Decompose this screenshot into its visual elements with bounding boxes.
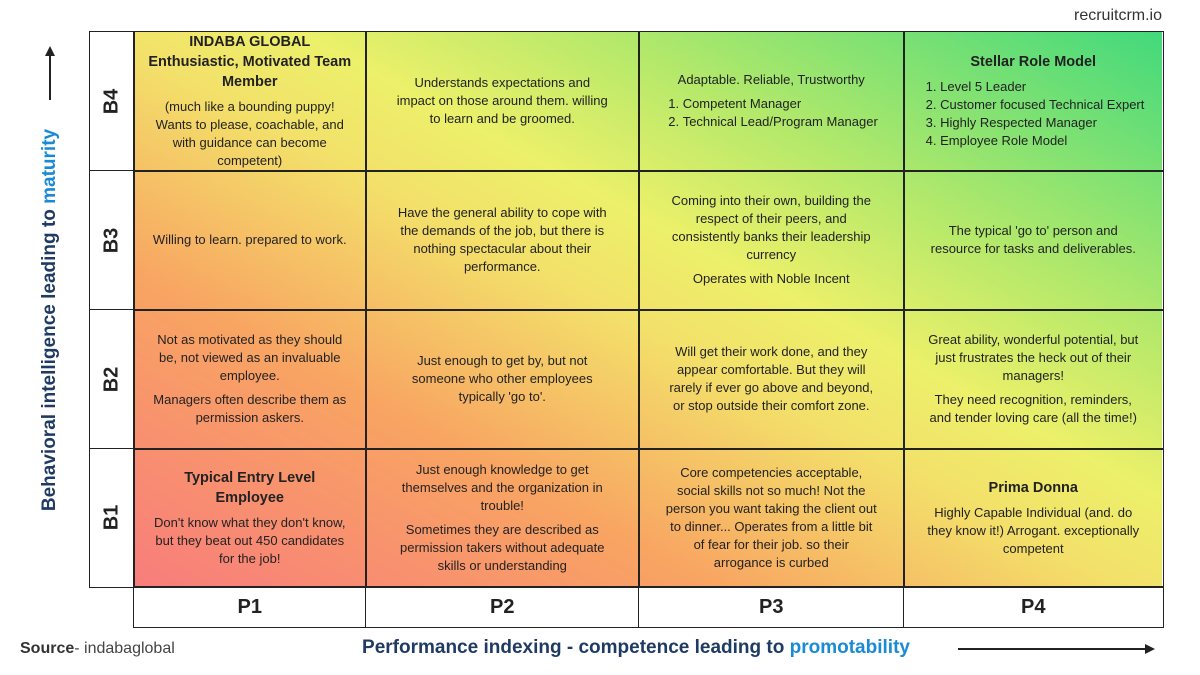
cell-content: Just enough knowledge to get themselves … bbox=[395, 461, 610, 575]
y-arrow-head bbox=[45, 46, 55, 56]
row-label-text: B1 bbox=[100, 504, 123, 531]
cell: Core competencies acceptable, social ski… bbox=[638, 448, 905, 588]
cell-content: Great ability, wonderful potential, but … bbox=[926, 331, 1141, 427]
row-label: B1 bbox=[89, 448, 135, 588]
cell-content: Have the general ability to cope with th… bbox=[395, 204, 610, 276]
row-label: B4 bbox=[89, 31, 135, 172]
cell-content: Adaptable. Reliable, Trustworthy Competen… bbox=[665, 71, 878, 131]
y-axis-text: Behavioral intelligence leading to bbox=[39, 203, 60, 512]
cell-text: Don't know what they don't know, but the… bbox=[154, 514, 346, 566]
matrix bbox=[133, 31, 1162, 586]
cell-content: Core competencies acceptable, social ski… bbox=[664, 464, 879, 572]
cell: Coming into their own, building the resp… bbox=[638, 170, 905, 311]
row-label: B2 bbox=[89, 309, 135, 450]
column-label: P1 bbox=[133, 586, 367, 628]
cell: Typical Entry Level Employee Don't know w… bbox=[133, 448, 367, 588]
cell: The typical 'go to' person and resource … bbox=[903, 170, 1164, 311]
row-label: B3 bbox=[89, 170, 135, 311]
cell: Stellar Role Model Level 5 LeaderCustomer… bbox=[903, 31, 1164, 172]
row-label-text: B2 bbox=[100, 366, 123, 393]
cell-text: They need recognition, reminders, and te… bbox=[929, 392, 1137, 426]
cell-text: Understands expectations and impact on t… bbox=[396, 75, 608, 127]
row-label-text: B4 bbox=[100, 88, 123, 115]
cell-text: Sometimes they are described as permissi… bbox=[399, 521, 605, 573]
cell: Prima Donna Highly Capable Individual (an… bbox=[903, 448, 1164, 588]
cell: Just enough to get by, but not someone w… bbox=[365, 309, 640, 450]
cell: Great ability, wonderful potential, but … bbox=[903, 309, 1164, 450]
cell-list-item: Technical Lead/Program Manager bbox=[683, 113, 878, 131]
cell-text: Great ability, wonderful potential, but … bbox=[928, 332, 1139, 384]
cell-content: Prima Donna Highly Capable Individual (an… bbox=[926, 478, 1141, 558]
column-label: P4 bbox=[903, 586, 1164, 628]
cell-text: Adaptable. Reliable, Trustworthy bbox=[677, 72, 865, 88]
cell: Adaptable. Reliable, Trustworthy Competen… bbox=[638, 31, 905, 172]
column-label: P3 bbox=[638, 586, 905, 628]
cell-content: Stellar Role Model Level 5 LeaderCustomer… bbox=[922, 52, 1144, 150]
cell-list-item: Competent Manager bbox=[683, 95, 878, 113]
cell-list-item: Customer focused Technical Expert bbox=[940, 96, 1144, 114]
cell-text: Coming into their own, building the resp… bbox=[671, 193, 871, 263]
y-axis-title: Behavioral intelligence leading to matur… bbox=[39, 129, 61, 511]
cell-content: Just enough to get by, but not someone w… bbox=[395, 352, 610, 406]
cell-content: Will get their work done, and they appea… bbox=[664, 343, 879, 415]
cell-list-item: Employee Role Model bbox=[940, 132, 1144, 150]
cell-text: Have the general ability to cope with th… bbox=[397, 205, 607, 275]
cell-list-item: Level 5 Leader bbox=[940, 78, 1144, 96]
cell-text: Not as motivated as they should be, not … bbox=[157, 332, 343, 384]
source-text: - indabaglobal bbox=[74, 640, 175, 657]
cell-title: Stellar Role Model bbox=[970, 54, 1097, 71]
y-axis-highlight: maturity bbox=[39, 128, 60, 204]
cell-content: Willing to learn. prepared to work. bbox=[153, 231, 347, 249]
source-label: Source bbox=[20, 640, 75, 657]
cell-text: Highly Capable Individual (and. do they … bbox=[927, 504, 1140, 556]
cell-list-item: Highly Respected Manager bbox=[940, 114, 1144, 132]
cell: Willing to learn. prepared to work. bbox=[133, 170, 367, 311]
cell-text: Operates with Noble Incent bbox=[692, 271, 850, 287]
row-label-text: B3 bbox=[100, 227, 123, 254]
cell-text: Willing to learn. prepared to work. bbox=[152, 232, 347, 248]
cell: Will get their work done, and they appea… bbox=[638, 309, 905, 450]
cell-text: (much like a bounding puppy! Wants to pl… bbox=[155, 99, 344, 169]
cell-content: Typical Entry Level Employee Don't know w… bbox=[148, 468, 352, 568]
x-axis-title: Performance indexing - competence leadin… bbox=[362, 637, 910, 659]
cell: Just enough knowledge to get themselves … bbox=[365, 448, 640, 588]
cell: Have the general ability to cope with th… bbox=[365, 170, 640, 311]
cell-content: Coming into their own, building the resp… bbox=[664, 192, 879, 288]
cell-text: Just enough to get by, but not someone w… bbox=[411, 353, 593, 405]
cell-title: INDABA GLOBAL Enthusiastic, Motivated Te… bbox=[148, 34, 352, 91]
cell-text: The typical 'go to' person and resource … bbox=[930, 223, 1136, 257]
cell: Not as motivated as they should be, not … bbox=[133, 309, 367, 450]
cell-title: Typical Entry Level Employee bbox=[184, 469, 316, 506]
x-axis-text: Performance indexing - competence leadin… bbox=[362, 637, 790, 658]
cell-title: Prima Donna bbox=[988, 479, 1078, 496]
cell-content: Understands expectations and impact on t… bbox=[395, 74, 610, 128]
cell-list: Competent ManagerTechnical Lead/Program … bbox=[665, 95, 878, 131]
cell-list: Level 5 LeaderCustomer focused Technical… bbox=[922, 78, 1144, 150]
cell-content: INDABA GLOBAL Enthusiastic, Motivated Te… bbox=[148, 32, 352, 170]
cell-text: Will get their work done, and they appea… bbox=[669, 344, 874, 414]
cell-text: Just enough knowledge to get themselves … bbox=[401, 461, 603, 513]
column-label: P2 bbox=[365, 586, 640, 628]
cell-content: The typical 'go to' person and resource … bbox=[926, 222, 1141, 258]
cell: Understands expectations and impact on t… bbox=[365, 31, 640, 172]
cell-text: Managers often describe them as permissi… bbox=[153, 392, 347, 426]
cell: INDABA GLOBAL Enthusiastic, Motivated Te… bbox=[133, 31, 367, 172]
x-axis-highlight: promotability bbox=[789, 637, 910, 658]
cell-content: Not as motivated as they should be, not … bbox=[148, 331, 352, 427]
source: Source- indabaglobal bbox=[20, 640, 175, 658]
brand: recruitcrm.io bbox=[1073, 7, 1162, 24]
cell-text: Core competencies acceptable, social ski… bbox=[665, 464, 877, 570]
x-arrow-head bbox=[1145, 644, 1155, 654]
